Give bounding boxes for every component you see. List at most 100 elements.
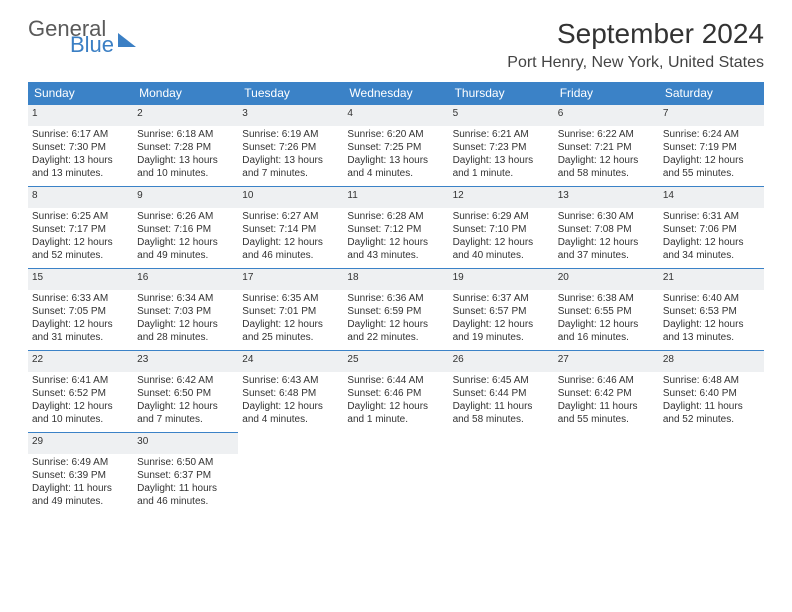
day-number-cell: 19 (449, 269, 554, 291)
day-header: Tuesday (238, 82, 343, 105)
daylight-text: and 25 minutes. (242, 331, 339, 344)
day-number-cell: 21 (659, 269, 764, 291)
sunset-text: Sunset: 7:01 PM (242, 305, 339, 318)
sunset-text: Sunset: 6:57 PM (453, 305, 550, 318)
day-number-cell: 29 (28, 433, 133, 455)
sunrise-text: Sunrise: 6:25 AM (32, 210, 129, 223)
sunset-text: Sunset: 6:40 PM (663, 387, 760, 400)
day-detail-cell: Sunrise: 6:35 AMSunset: 7:01 PMDaylight:… (238, 290, 343, 351)
sunset-text: Sunset: 6:48 PM (242, 387, 339, 400)
daylight-text: and 52 minutes. (663, 413, 760, 426)
daylight-text: Daylight: 12 hours (242, 236, 339, 249)
logo-blue-text: Blue (70, 34, 114, 56)
sunrise-text: Sunrise: 6:19 AM (242, 128, 339, 141)
sunrise-text: Sunrise: 6:46 AM (558, 374, 655, 387)
sunrise-text: Sunrise: 6:37 AM (453, 292, 550, 305)
daylight-text: Daylight: 12 hours (347, 400, 444, 413)
daylight-text: Daylight: 11 hours (558, 400, 655, 413)
daylight-text: Daylight: 12 hours (558, 236, 655, 249)
day-detail-cell: Sunrise: 6:48 AMSunset: 6:40 PMDaylight:… (659, 372, 764, 433)
daylight-text: Daylight: 13 hours (32, 154, 129, 167)
daylight-text: Daylight: 11 hours (453, 400, 550, 413)
day-number-cell: 11 (343, 187, 448, 209)
daylight-text: Daylight: 12 hours (137, 400, 234, 413)
day-number-cell: 25 (343, 351, 448, 373)
daylight-text: Daylight: 12 hours (32, 400, 129, 413)
day-header: Friday (554, 82, 659, 105)
day-detail-cell: Sunrise: 6:42 AMSunset: 6:50 PMDaylight:… (133, 372, 238, 433)
sunrise-text: Sunrise: 6:42 AM (137, 374, 234, 387)
sunset-text: Sunset: 6:39 PM (32, 469, 129, 482)
day-number-cell: 4 (343, 105, 448, 127)
sunset-text: Sunset: 7:19 PM (663, 141, 760, 154)
day-detail-cell: Sunrise: 6:24 AMSunset: 7:19 PMDaylight:… (659, 126, 764, 187)
sunrise-text: Sunrise: 6:26 AM (137, 210, 234, 223)
daylight-text: Daylight: 12 hours (663, 154, 760, 167)
sunset-text: Sunset: 6:53 PM (663, 305, 760, 318)
day-detail-cell (449, 454, 554, 514)
day-number-cell: 5 (449, 105, 554, 127)
day-number-cell: 18 (343, 269, 448, 291)
day-header: Sunday (28, 82, 133, 105)
sunrise-text: Sunrise: 6:30 AM (558, 210, 655, 223)
daylight-text: and 31 minutes. (32, 331, 129, 344)
daylight-text: and 4 minutes. (347, 167, 444, 180)
daylight-text: and 55 minutes. (663, 167, 760, 180)
day-detail-cell: Sunrise: 6:26 AMSunset: 7:16 PMDaylight:… (133, 208, 238, 269)
sunrise-text: Sunrise: 6:48 AM (663, 374, 760, 387)
sunrise-text: Sunrise: 6:18 AM (137, 128, 234, 141)
day-detail-row: Sunrise: 6:25 AMSunset: 7:17 PMDaylight:… (28, 208, 764, 269)
sunrise-text: Sunrise: 6:27 AM (242, 210, 339, 223)
daylight-text: Daylight: 12 hours (242, 318, 339, 331)
day-number-row: 22232425262728 (28, 351, 764, 373)
daylight-text: Daylight: 12 hours (137, 318, 234, 331)
day-detail-cell: Sunrise: 6:18 AMSunset: 7:28 PMDaylight:… (133, 126, 238, 187)
day-header: Wednesday (343, 82, 448, 105)
day-number-row: 15161718192021 (28, 269, 764, 291)
daylight-text: and 46 minutes. (242, 249, 339, 262)
daylight-text: and 16 minutes. (558, 331, 655, 344)
sunset-text: Sunset: 6:44 PM (453, 387, 550, 400)
day-detail-cell: Sunrise: 6:31 AMSunset: 7:06 PMDaylight:… (659, 208, 764, 269)
daylight-text: Daylight: 12 hours (453, 236, 550, 249)
day-number-cell: 15 (28, 269, 133, 291)
sunrise-text: Sunrise: 6:43 AM (242, 374, 339, 387)
daylight-text: Daylight: 12 hours (453, 318, 550, 331)
daylight-text: Daylight: 13 hours (137, 154, 234, 167)
daylight-text: and 49 minutes. (32, 495, 129, 508)
day-number-cell (238, 433, 343, 455)
day-header: Saturday (659, 82, 764, 105)
sunset-text: Sunset: 7:28 PM (137, 141, 234, 154)
daylight-text: and 49 minutes. (137, 249, 234, 262)
day-detail-cell: Sunrise: 6:49 AMSunset: 6:39 PMDaylight:… (28, 454, 133, 514)
sunset-text: Sunset: 6:46 PM (347, 387, 444, 400)
sunrise-text: Sunrise: 6:34 AM (137, 292, 234, 305)
day-detail-cell: Sunrise: 6:36 AMSunset: 6:59 PMDaylight:… (343, 290, 448, 351)
day-detail-cell: Sunrise: 6:41 AMSunset: 6:52 PMDaylight:… (28, 372, 133, 433)
daylight-text: and 46 minutes. (137, 495, 234, 508)
sunrise-text: Sunrise: 6:41 AM (32, 374, 129, 387)
month-title: September 2024 (507, 18, 764, 50)
daylight-text: Daylight: 13 hours (242, 154, 339, 167)
day-number-cell: 14 (659, 187, 764, 209)
sunrise-text: Sunrise: 6:36 AM (347, 292, 444, 305)
day-number-cell: 28 (659, 351, 764, 373)
day-number-cell (659, 433, 764, 455)
day-number-cell: 30 (133, 433, 238, 455)
sunset-text: Sunset: 7:25 PM (347, 141, 444, 154)
daylight-text: Daylight: 12 hours (137, 236, 234, 249)
daylight-text: and 1 minute. (453, 167, 550, 180)
sunset-text: Sunset: 7:05 PM (32, 305, 129, 318)
sunset-text: Sunset: 7:16 PM (137, 223, 234, 236)
sunset-text: Sunset: 6:52 PM (32, 387, 129, 400)
day-number-cell: 12 (449, 187, 554, 209)
location-text: Port Henry, New York, United States (507, 54, 764, 72)
sunrise-text: Sunrise: 6:21 AM (453, 128, 550, 141)
day-detail-cell: Sunrise: 6:17 AMSunset: 7:30 PMDaylight:… (28, 126, 133, 187)
daylight-text: Daylight: 11 hours (663, 400, 760, 413)
day-detail-cell (554, 454, 659, 514)
day-number-cell: 13 (554, 187, 659, 209)
day-detail-cell: Sunrise: 6:25 AMSunset: 7:17 PMDaylight:… (28, 208, 133, 269)
sunset-text: Sunset: 7:03 PM (137, 305, 234, 318)
daylight-text: and 13 minutes. (663, 331, 760, 344)
